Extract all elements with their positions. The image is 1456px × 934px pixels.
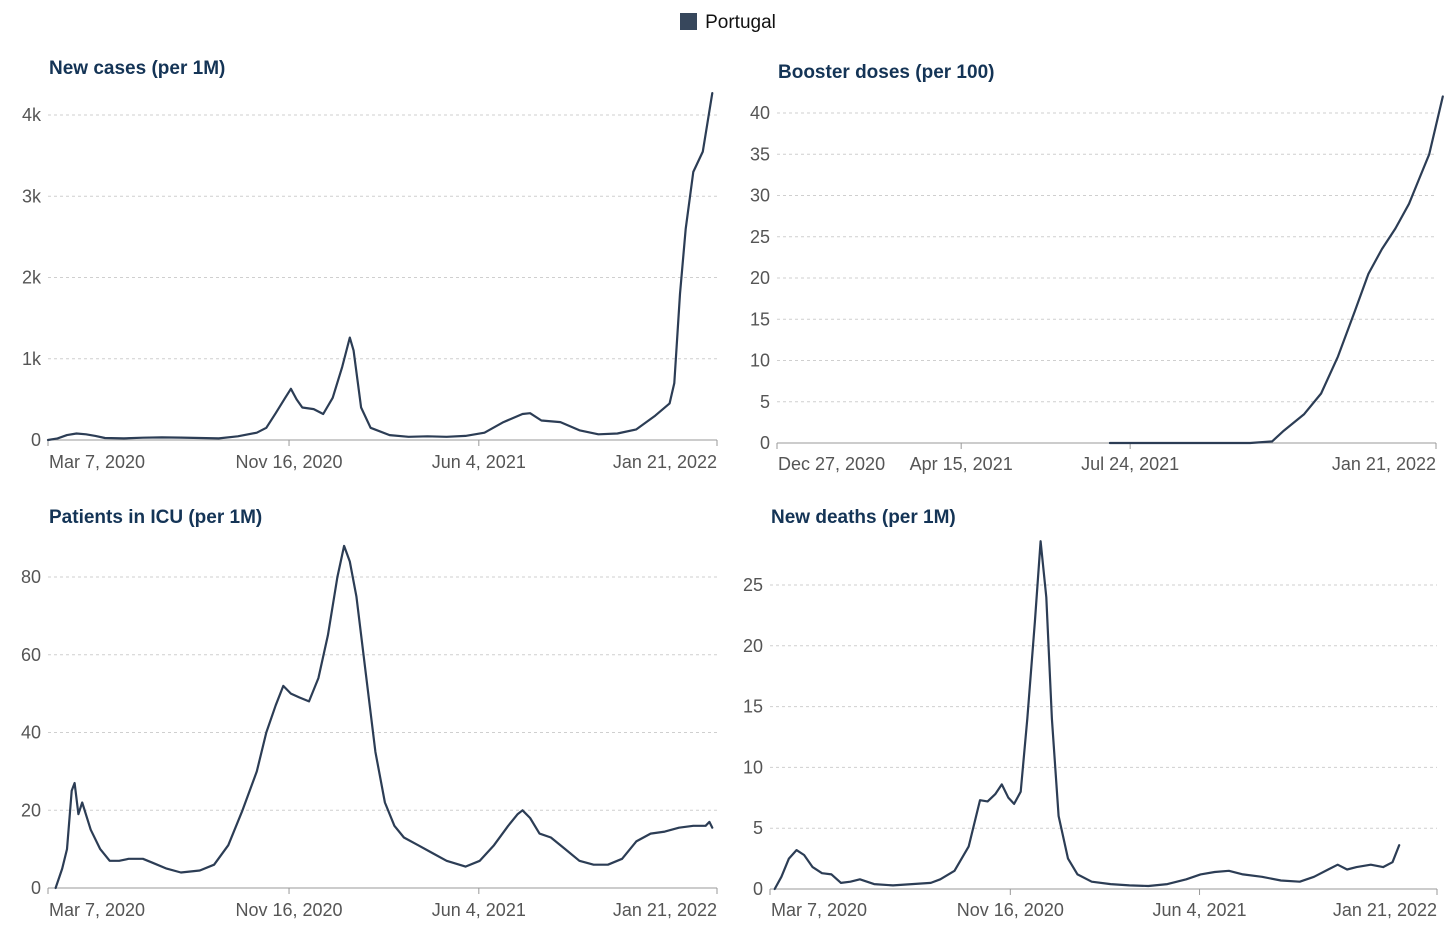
y-tick-label: 4k [22, 105, 42, 125]
series-line-portugal[interactable] [46, 92, 714, 442]
y-tick-label: 40 [750, 103, 770, 123]
legend[interactable]: Portugal [0, 12, 1456, 34]
y-tick-label: 3k [22, 186, 42, 206]
x-tick-label: Mar 7, 2020 [49, 900, 145, 920]
series-line-portugal[interactable] [54, 544, 714, 890]
series-line-portugal[interactable] [773, 540, 1401, 891]
legend-swatch [680, 13, 698, 30]
x-tick-label: Jan 21, 2022 [1332, 454, 1436, 474]
x-tick-label: Jan 21, 2022 [1333, 900, 1437, 920]
y-tick-label: 0 [31, 878, 41, 898]
y-tick-label: 10 [750, 351, 770, 371]
y-tick-label: 0 [760, 433, 770, 453]
x-tick-label: Mar 7, 2020 [49, 452, 145, 472]
y-tick-label: 15 [750, 309, 770, 329]
y-tick-label: 0 [31, 430, 41, 450]
y-tick-label: 80 [21, 567, 41, 587]
legend-label: Portugal [705, 12, 776, 33]
chart-title: Patients in ICU (per 1M) [49, 507, 262, 528]
x-tick-label: Jan 21, 2022 [613, 900, 717, 920]
y-tick-label: 2k [22, 268, 42, 288]
series-line-portugal[interactable] [1108, 95, 1444, 445]
y-tick-label: 5 [760, 392, 770, 412]
y-tick-label: 25 [750, 227, 770, 247]
y-tick-label: 25 [743, 575, 763, 595]
x-tick-label: Nov 16, 2020 [235, 900, 342, 920]
y-tick-label: 1k [22, 349, 42, 369]
y-tick-label: 0 [753, 879, 763, 899]
chart-title: Booster doses (per 100) [778, 62, 994, 83]
chart-title: New deaths (per 1M) [771, 507, 956, 528]
y-tick-label: 15 [743, 697, 763, 717]
y-tick-label: 5 [753, 818, 763, 838]
y-tick-label: 40 [21, 723, 41, 743]
x-tick-label: Jun 4, 2021 [432, 452, 526, 472]
x-tick-label: Mar 7, 2020 [771, 900, 867, 920]
x-tick-label: Jun 4, 2021 [1152, 900, 1246, 920]
y-tick-label: 35 [750, 144, 770, 164]
chart-title: New cases (per 1M) [49, 58, 225, 79]
x-tick-label: Apr 15, 2021 [910, 454, 1013, 474]
y-tick-label: 20 [750, 268, 770, 288]
y-tick-label: 60 [21, 645, 41, 665]
y-tick-label: 20 [743, 636, 763, 656]
x-tick-label: Jan 21, 2022 [613, 452, 717, 472]
x-tick-label: Nov 16, 2020 [957, 900, 1064, 920]
y-tick-label: 30 [750, 186, 770, 206]
y-tick-label: 20 [21, 800, 41, 820]
x-tick-label: Jul 24, 2021 [1081, 454, 1179, 474]
x-tick-label: Nov 16, 2020 [235, 452, 342, 472]
y-tick-label: 10 [743, 757, 763, 777]
x-tick-label: Jun 4, 2021 [432, 900, 526, 920]
x-tick-label: Dec 27, 2020 [778, 454, 885, 474]
